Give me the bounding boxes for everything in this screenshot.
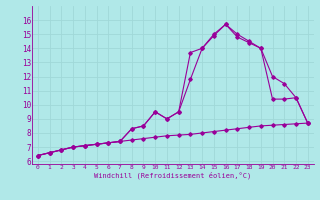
X-axis label: Windchill (Refroidissement éolien,°C): Windchill (Refroidissement éolien,°C) bbox=[94, 171, 252, 179]
